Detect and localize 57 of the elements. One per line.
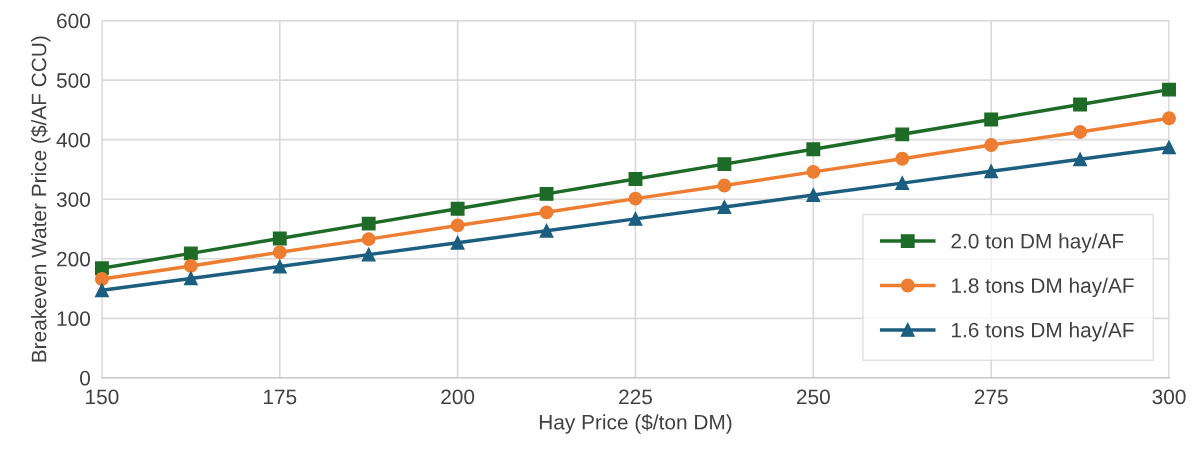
x-tick-label: 200 <box>441 389 475 405</box>
x-tick-label: 175 <box>263 389 297 405</box>
point <box>450 218 465 233</box>
x-tick-label: 150 <box>86 389 119 405</box>
point <box>717 200 732 214</box>
x-tick-label: 225 <box>619 389 652 405</box>
point <box>539 186 554 201</box>
point <box>1073 97 1088 112</box>
point <box>272 245 287 260</box>
point <box>717 178 732 193</box>
y-tick-label: 500 <box>56 73 90 88</box>
point <box>1162 82 1176 97</box>
point <box>183 271 198 286</box>
point <box>183 246 198 261</box>
point <box>984 138 999 152</box>
point <box>361 232 376 247</box>
y-tick-label: 600 <box>57 13 90 29</box>
point <box>628 191 643 206</box>
point <box>272 259 287 274</box>
point <box>1162 111 1176 126</box>
point <box>895 176 910 191</box>
y-tick-label: 300 <box>56 192 90 207</box>
point <box>183 258 198 273</box>
y-tick-label: 0 <box>80 370 90 386</box>
y-axis-title: Breakeven Water Price ($/AF CCU) <box>30 36 51 362</box>
point <box>806 142 821 157</box>
point <box>361 216 376 231</box>
legend-label: 1.8 tons DM hay/AF <box>952 277 1134 298</box>
x-tick-label: 300 <box>1152 389 1186 405</box>
point <box>450 235 465 250</box>
point <box>895 127 910 142</box>
point <box>984 112 999 127</box>
x-tick-label: 250 <box>796 389 830 405</box>
legend-label: 1.6 tons DM hay/AF <box>952 322 1134 342</box>
point <box>806 188 821 203</box>
y-tick-label: 100 <box>57 311 90 327</box>
x-axis-title: Hay Price ($/ton DM) <box>539 413 732 434</box>
point <box>272 231 287 246</box>
point <box>1073 152 1088 167</box>
y-tick-label: 200 <box>57 251 90 267</box>
point <box>539 205 554 220</box>
point <box>628 172 643 186</box>
x-tick-label: 275 <box>974 389 1008 405</box>
legend-label: 2.0 ton DM hay/AF <box>951 233 1124 253</box>
point <box>895 151 910 166</box>
point <box>94 283 109 298</box>
point <box>539 223 554 238</box>
point <box>1073 125 1088 139</box>
y-tick-label: 400 <box>56 132 90 148</box>
point <box>361 247 376 262</box>
point <box>628 211 643 226</box>
point <box>806 164 821 179</box>
point <box>984 164 999 179</box>
point <box>1162 140 1176 155</box>
point <box>94 272 109 286</box>
point <box>717 157 732 172</box>
point <box>450 201 465 216</box>
